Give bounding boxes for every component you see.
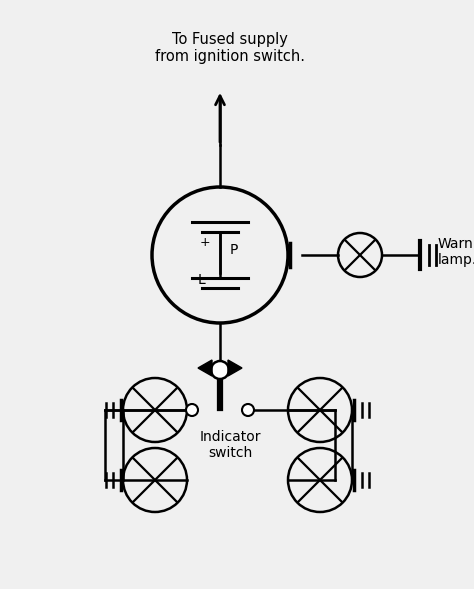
Text: Indicator
switch: Indicator switch (199, 430, 261, 460)
Circle shape (242, 404, 254, 416)
Text: P: P (230, 243, 238, 257)
Text: Warning
lamp.: Warning lamp. (438, 237, 474, 267)
Text: +: + (200, 237, 210, 250)
Circle shape (186, 404, 198, 416)
Polygon shape (198, 360, 212, 376)
Circle shape (211, 361, 229, 379)
Text: To Fused supply
from ignition switch.: To Fused supply from ignition switch. (155, 32, 305, 64)
Polygon shape (228, 360, 242, 376)
Text: L: L (198, 273, 206, 287)
